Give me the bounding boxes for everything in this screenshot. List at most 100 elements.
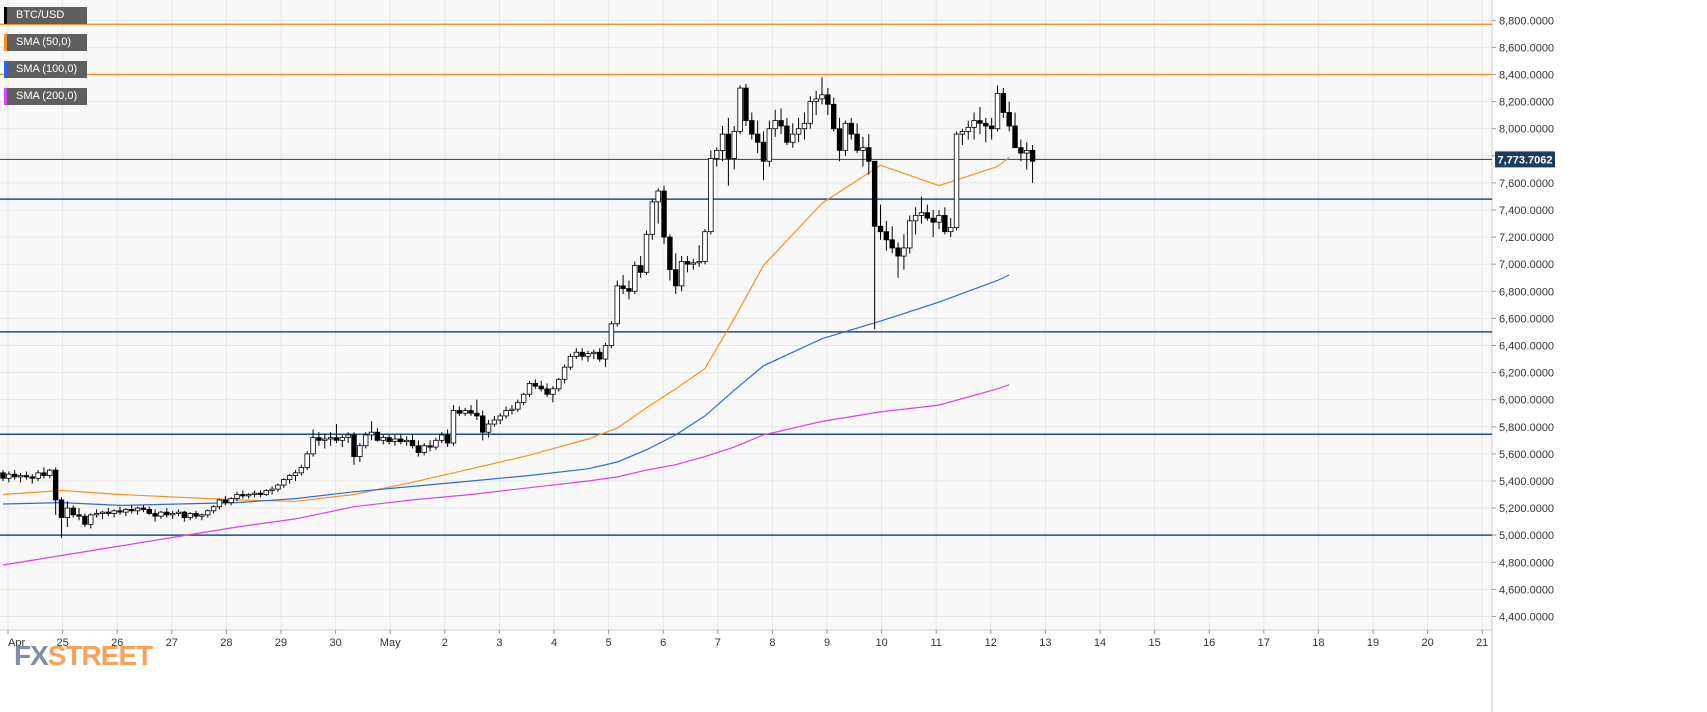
candle-body [643, 233, 650, 273]
candle-body [316, 437, 322, 441]
candle-body [0, 472, 6, 479]
candle-body [743, 87, 749, 121]
candle-body [456, 410, 462, 414]
candle-body [526, 383, 533, 395]
candle-body [292, 472, 299, 476]
legend-sma100[interactable]: SMA (100,0) [4, 61, 87, 78]
candle-body [848, 122, 854, 135]
current-price-label: 7,773.7062 [1497, 154, 1552, 166]
x-tick-label: 17 [1258, 637, 1270, 649]
candle-body [912, 215, 919, 222]
candle-body [286, 475, 293, 481]
candle-body [409, 439, 416, 447]
candle-body [561, 366, 568, 380]
legend-btcusd-label: BTC/USD [16, 9, 65, 21]
candle-body [111, 510, 117, 514]
candle-body [602, 345, 609, 360]
candle-body [339, 437, 345, 441]
fxstreet-watermark: FXSTREET [14, 640, 153, 672]
candle-body [567, 355, 574, 368]
candle-body [591, 351, 597, 355]
x-tick-label: 7 [715, 637, 721, 649]
candle-body [99, 511, 106, 514]
candle-body [158, 511, 164, 517]
candle-body [1024, 149, 1030, 154]
candle-body [673, 269, 679, 287]
x-tick-label: 9 [824, 637, 830, 649]
candle-body [245, 494, 252, 497]
candle-body [304, 453, 310, 468]
legend-btcusd[interactable]: BTC/USD [4, 7, 87, 24]
x-tick-label: 11 [930, 637, 941, 649]
candle-body [234, 494, 240, 499]
current-price-tag [1495, 151, 1555, 168]
candle-body [971, 120, 977, 128]
y-tick-label: 8,600.0000 [1499, 42, 1554, 54]
candle-body [690, 262, 696, 265]
y-tick-label: 4,600.0000 [1499, 584, 1554, 596]
candle-body [187, 513, 193, 518]
candle-body [520, 393, 527, 403]
x-tick-label: 19 [1367, 637, 1379, 649]
x-tick-label: 12 [985, 637, 997, 649]
candle-body [1012, 125, 1018, 149]
candle-body [333, 437, 340, 441]
x-tick-label: 15 [1148, 637, 1160, 649]
watermark-street: STREET [47, 640, 153, 671]
candle-body [322, 438, 328, 441]
candle-body [240, 494, 246, 497]
legend-btcusd-swatch [4, 7, 7, 24]
candle-body [357, 445, 363, 457]
candle-body [866, 147, 872, 162]
candle-body [462, 410, 468, 414]
y-tick-label: 6,000.0000 [1499, 395, 1554, 407]
y-tick-label: 5,800.0000 [1499, 422, 1554, 434]
candle-body [117, 510, 123, 513]
y-tick-label: 6,600.0000 [1499, 313, 1554, 325]
candle-body [819, 94, 825, 100]
candle-body [444, 434, 451, 444]
candle-body [362, 434, 369, 447]
candle-body [637, 265, 644, 273]
x-tick-label: 20 [1421, 637, 1433, 649]
y-tick-label: 5,200.0000 [1499, 503, 1554, 515]
candle-body [696, 261, 702, 264]
candle-body [29, 476, 35, 479]
legend-sma100-label: SMA (100,0) [16, 63, 78, 75]
legend-sma200[interactable]: SMA (200,0) [4, 88, 87, 105]
candle-body [88, 514, 94, 525]
candle-body [930, 217, 936, 223]
candle-body [661, 190, 667, 238]
sma-200-line [2, 384, 1010, 566]
candle-body [579, 351, 585, 357]
candle-body [205, 510, 211, 516]
candle-body [714, 149, 720, 159]
candle-body [544, 388, 550, 395]
candle-body [860, 147, 866, 151]
candle-body [123, 509, 129, 513]
candle-body [351, 434, 357, 457]
candle-body [93, 513, 100, 516]
candle-body [11, 473, 18, 478]
candle-body [210, 506, 217, 512]
legend-sma50-label: SMA (50,0) [16, 36, 72, 48]
candle-body [538, 385, 544, 390]
candle-body [374, 431, 381, 441]
x-tick-label: 28 [220, 637, 232, 649]
candle-body [76, 514, 82, 517]
y-tick-label: 4,400.0000 [1499, 611, 1554, 623]
x-tick-label: 13 [1039, 637, 1051, 649]
x-tick-label: 25 [56, 637, 68, 649]
candle-body [134, 507, 141, 512]
x-tick-label: 10 [875, 637, 887, 649]
candle-body [708, 158, 714, 233]
candle-body [942, 215, 948, 233]
candle-body [608, 323, 615, 346]
candle-body [1018, 147, 1024, 154]
candle-body [251, 492, 258, 495]
legend-sma50[interactable]: SMA (50,0) [4, 34, 87, 51]
candle-body [485, 423, 492, 433]
candle-body [585, 353, 591, 357]
candle-body [550, 388, 556, 395]
